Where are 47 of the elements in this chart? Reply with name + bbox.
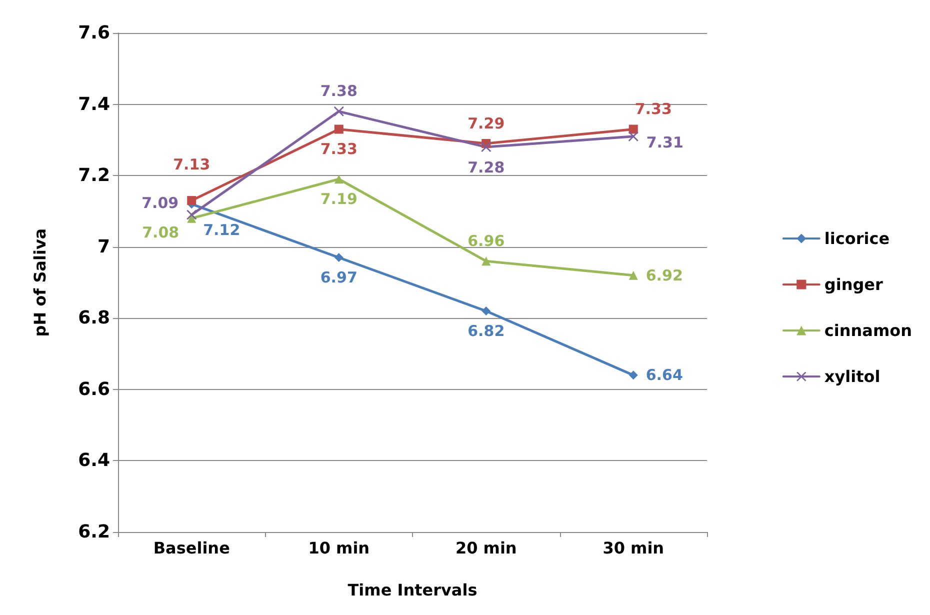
point [628,370,638,380]
data-label: 6.64 [646,366,683,384]
data-label: 6.97 [320,268,358,287]
point [628,131,638,142]
y-tick-label: 7.4 [78,94,110,115]
y-axis-title: pH of Saliva [30,228,50,337]
x-tick-label: 30 min [602,538,664,558]
data-label: 7.38 [320,82,358,100]
point [187,196,196,206]
legend-label: cinnamon [824,321,912,340]
legend-label: ginger [824,275,884,294]
data-label: 7.08 [142,223,180,242]
legend-label: xylitol [824,367,880,386]
legend-label: licorice [824,229,890,248]
data-label: 7.19 [320,190,358,208]
point [628,124,638,134]
y-tick-label: 6.4 [78,450,110,472]
point [628,270,638,280]
data-label: 7.31 [646,133,684,152]
x-tick-label: Baseline [153,538,230,558]
data-label: 7.29 [468,114,505,132]
data-label: 6.92 [646,266,683,284]
point [334,253,344,262]
point [334,106,344,116]
y-tick-label: 7 [97,236,110,258]
point [334,124,344,134]
data-label: 6.82 [468,322,505,340]
x-axis-title: Time Intervals [348,580,478,600]
data-label: 7.09 [142,194,179,212]
data-label: 7.13 [173,156,210,174]
y-tick-label: 6.6 [78,378,110,400]
data-label: 6.96 [468,232,505,250]
x-tick-label: 20 min [455,538,517,558]
y-tick-label: 6.8 [78,308,110,329]
data-label: 7.12 [203,221,240,240]
y-tick-label: 7.2 [78,165,110,186]
y-tick-label: 6.2 [78,522,110,542]
y-tick-label: 7.6 [78,22,110,44]
x-tick-label: 10 min [308,538,370,558]
point [334,174,344,184]
point [186,210,197,220]
point [482,256,491,266]
data-label: 7.33 [634,100,672,118]
point [481,142,492,152]
point [482,306,491,316]
data-label: 7.33 [320,140,358,158]
data-label: 7.28 [468,158,505,177]
